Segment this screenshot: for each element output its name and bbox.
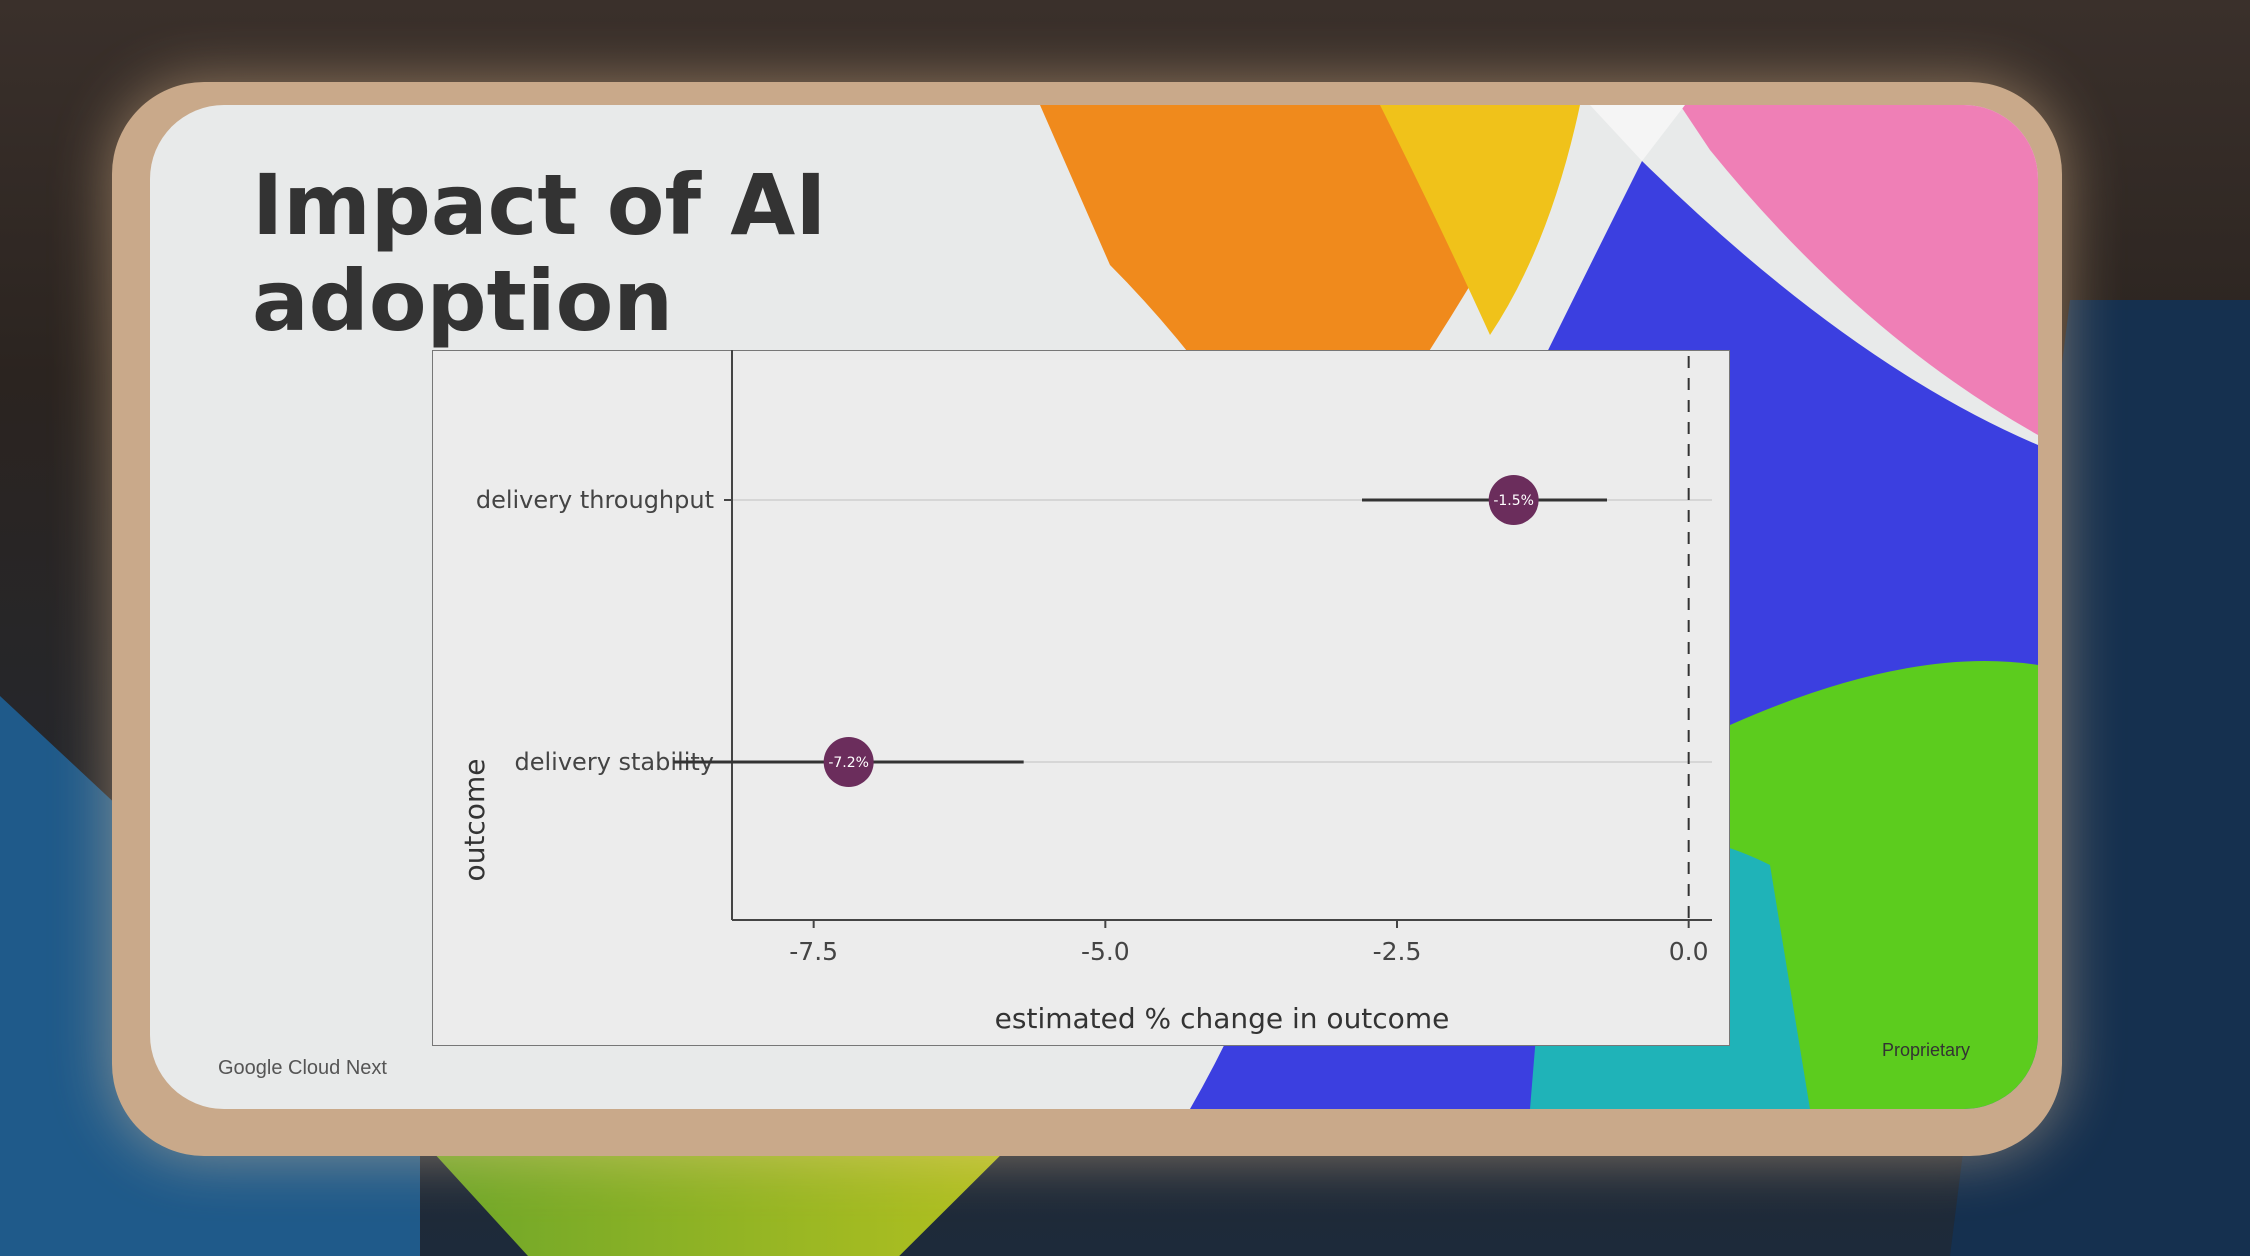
x-ticks-layer: -7.5 -5.0 -2.5 0.0 — [789, 920, 1709, 966]
y-category-label: delivery throughput — [476, 486, 714, 514]
slide: Impact of AI adoption -7.5 -5.0 -2.5 0.0 de… — [150, 105, 2038, 1109]
estimate-label: -1.5% — [1493, 493, 1534, 509]
slide-title: Impact of AI adoption — [252, 156, 827, 350]
white-wedge — [1590, 105, 1685, 161]
footer-brand: Google Cloud Next — [218, 1057, 387, 1079]
plot-area — [432, 350, 1730, 1046]
pink-shape — [1680, 105, 2038, 435]
footer-proprietary: Proprietary — [1881, 1040, 1970, 1060]
yellow-shape — [1380, 105, 1580, 335]
estimate-point — [1488, 475, 1539, 525]
points-layer: -1.5% -7.2% — [673, 475, 1607, 787]
x-tick-label: -2.5 — [1373, 937, 1422, 966]
chart-panel: -7.5 -5.0 -2.5 0.0 delivery throughput deliv… — [432, 350, 1730, 1046]
estimate-label: -7.2% — [828, 755, 869, 771]
x-tick-label: -7.5 — [789, 937, 838, 966]
forest-plot: -7.5 -5.0 -2.5 0.0 delivery throughputdeliv… — [432, 350, 1730, 1046]
x-tick-label: -5.0 — [1081, 937, 1130, 966]
estimate-point — [823, 737, 874, 787]
y-axis-title: outcome — [458, 759, 491, 882]
x-axis-title: estimated % change in outcome — [995, 1002, 1450, 1035]
x-tick-label: 0.0 — [1669, 937, 1709, 966]
green-shape — [1714, 661, 2038, 1109]
axis-layer — [731, 350, 1712, 921]
